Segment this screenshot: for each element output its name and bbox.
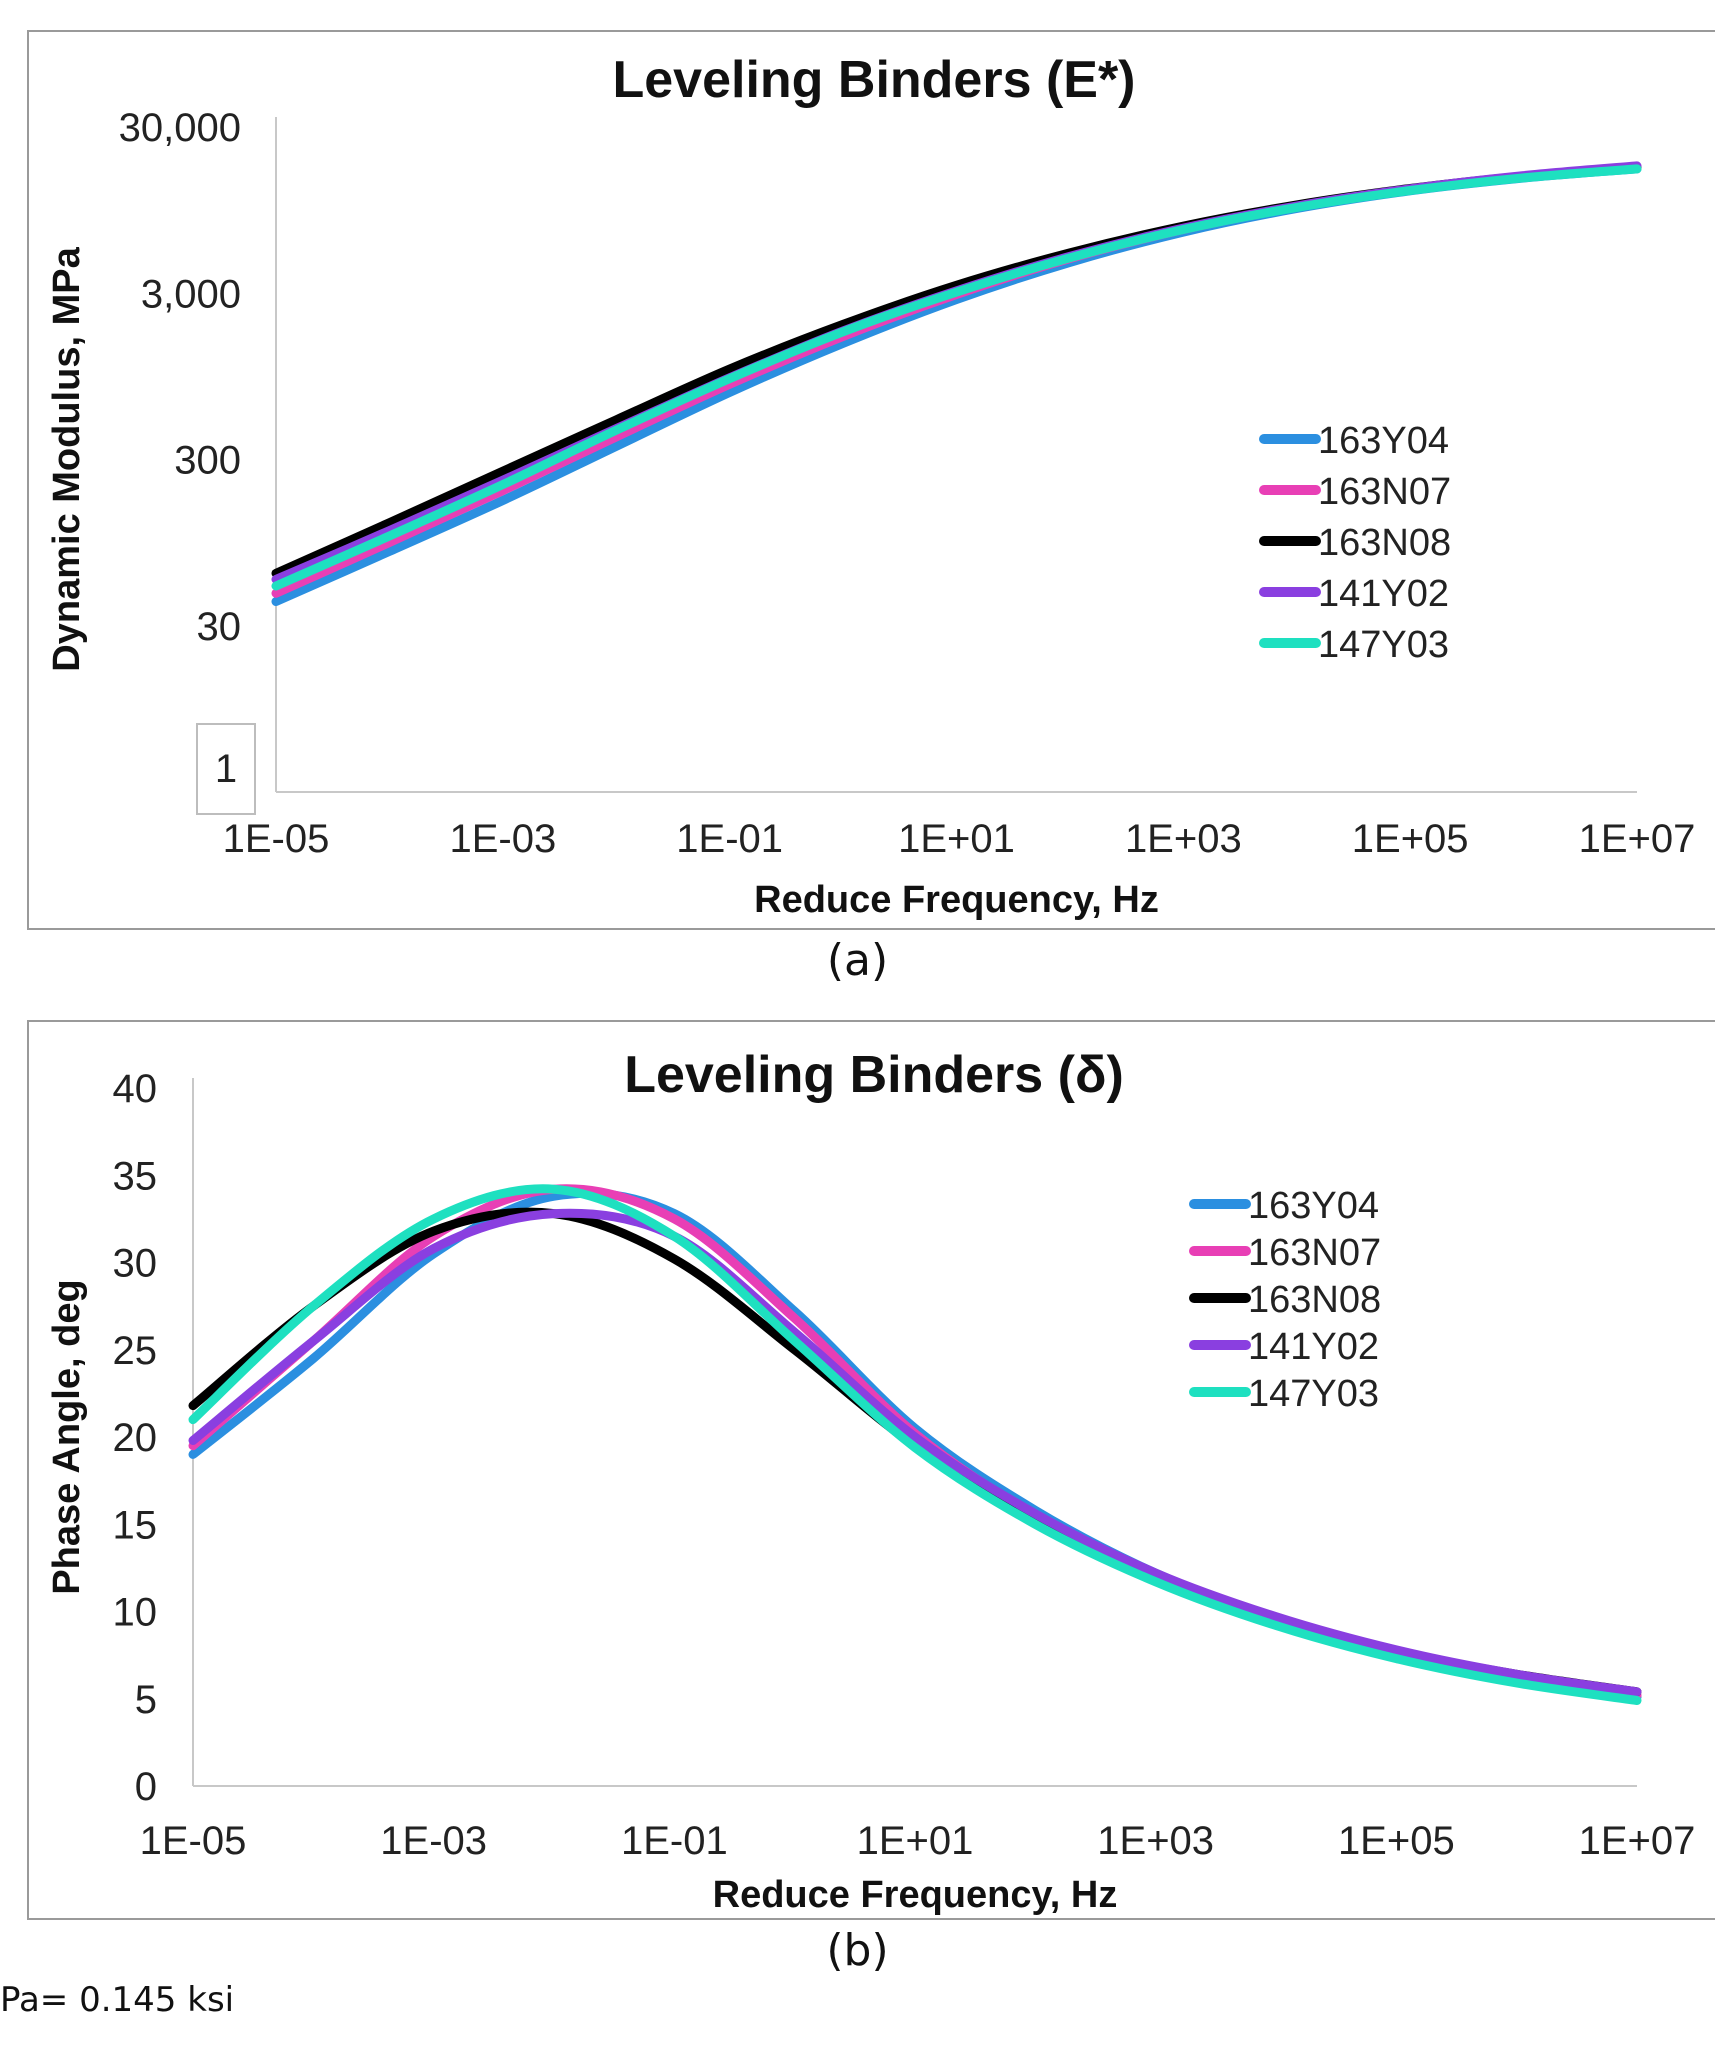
legend-label-163Y04: 163Y04 [1248, 1185, 1379, 1227]
annotation-box [196, 723, 256, 815]
x-tick-label: 1E-01 [676, 817, 783, 861]
y-tick-label: 25 [113, 1329, 158, 1373]
x-tick-label: 1E+07 [1579, 817, 1696, 861]
x-tick-label: 1E-01 [621, 1819, 728, 1863]
chart-panel-b: Leveling Binders (δ) 1E-05 1E-03 1E-01 1E+01… [27, 1020, 1715, 1920]
y-tick-label: 30 [113, 1242, 158, 1286]
x-tick-label: 1E+01 [857, 1819, 974, 1863]
chart-dynamic-modulus: Leveling Binders (E*) 1E-05 1E-03 1E-01 1E+0… [46, 51, 1696, 921]
y-tick-label: 10 [113, 1591, 158, 1635]
chart-title: Leveling Binders (δ) [624, 1046, 1124, 1104]
y-tick-label: 300 [174, 439, 241, 483]
x-tick-label: 1E+03 [1097, 1819, 1214, 1863]
legend-label-141Y02: 141Y02 [1318, 573, 1449, 615]
series-line-147Y03 [188, 1184, 1642, 1705]
x-tick-label: 1E+01 [898, 817, 1015, 861]
caption-b: (b) [826, 1925, 889, 1976]
x-tick-label: 1E-03 [380, 1819, 487, 1863]
x-tick-label: 1E+03 [1125, 817, 1242, 861]
y-axis-label: Dynamic Modulus, MPa [46, 246, 88, 671]
legend-label-163N07: 163N07 [1248, 1232, 1381, 1274]
legend-label-163N08: 163N08 [1248, 1279, 1381, 1321]
y-tick-label: 35 [113, 1154, 158, 1198]
x-axis-label: Reduce Frequency, Hz [754, 879, 1159, 921]
y-tick-label: 3,000 [141, 272, 241, 316]
y-tick-label: 30,000 [119, 106, 241, 150]
legend-label-163N08: 163N08 [1318, 522, 1451, 564]
annotation-label: 1 [215, 747, 237, 791]
y-tick-label: 5 [135, 1678, 157, 1722]
chart-phase-angle: Leveling Binders (δ) 1E-05 1E-03 1E-01 1E+01… [46, 1046, 1696, 1916]
legend-label-147Y03: 147Y03 [1318, 624, 1449, 666]
chart-title: Leveling Binders (E*) [613, 51, 1136, 109]
x-tick-label: 1E-05 [223, 817, 330, 861]
x-axis-label: Reduce Frequency, Hz [713, 1874, 1118, 1916]
y-tick-label: 20 [113, 1416, 158, 1460]
legend-label-163N07: 163N07 [1318, 471, 1451, 513]
y-tick-label: 40 [113, 1067, 158, 1111]
caption-a: (a) [826, 935, 889, 986]
x-tick-label: 1E+05 [1338, 1819, 1455, 1863]
footnote: Pa= 0.145 ksi [0, 1980, 235, 2020]
legend-label-163Y04: 163Y04 [1318, 420, 1449, 462]
y-axis-label: Phase Angle, deg [46, 1279, 88, 1594]
series-line-141Y02 [188, 1208, 1642, 1697]
chart-panel-a: Leveling Binders (E*) 1E-05 1E-03 1E-01 1E+0… [27, 30, 1715, 930]
x-tick-label: 1E+05 [1352, 817, 1469, 861]
series-line-147Y03 [271, 164, 1642, 591]
y-tick-label: 0 [135, 1765, 157, 1809]
x-tick-label: 1E-05 [140, 1819, 247, 1863]
legend-label-141Y02: 141Y02 [1248, 1326, 1379, 1368]
series-line-141Y02 [271, 161, 1642, 584]
y-tick-label: 15 [113, 1503, 158, 1547]
x-tick-label: 1E-03 [449, 817, 556, 861]
y-tick-label: 30 [197, 605, 242, 649]
legend-label-147Y03: 147Y03 [1248, 1373, 1379, 1415]
x-tick-label: 1E+07 [1579, 1819, 1696, 1863]
